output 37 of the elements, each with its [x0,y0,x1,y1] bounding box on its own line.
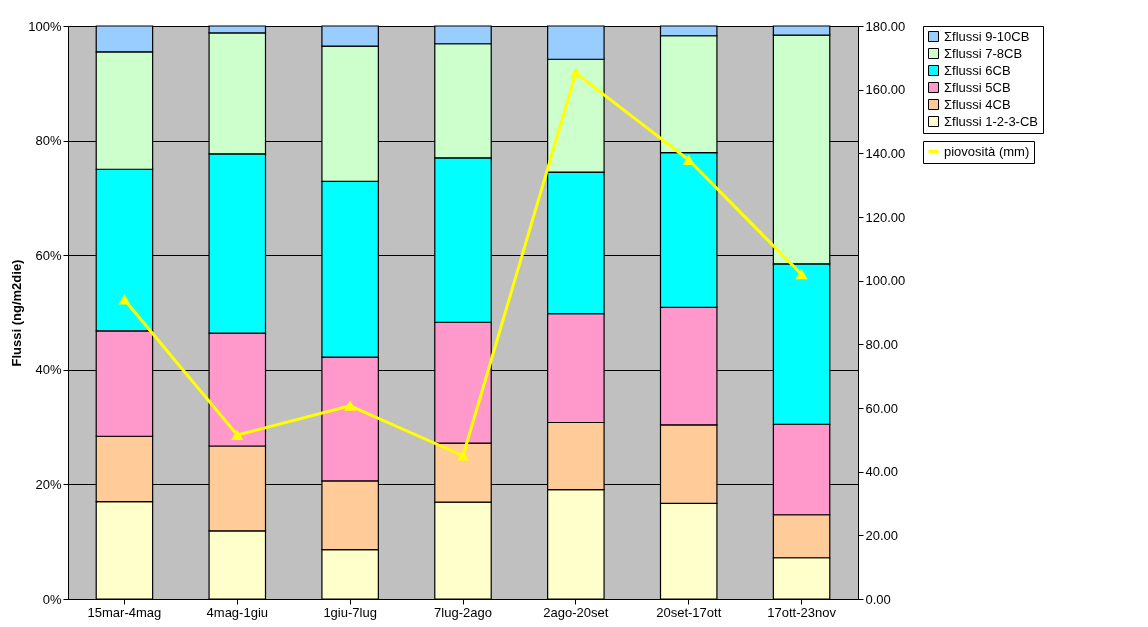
x-tick-label: 4mag-1giu [206,604,268,620]
legend-label: Σflussi 4CB [944,96,1011,112]
y2-tick-label: 160.00 [865,82,906,98]
y-tick-label: 80% [35,133,62,149]
y2-tick-label: 60.00 [865,400,899,416]
legend-label: Σflussi 5CB [944,79,1011,95]
y-tick-label: 60% [35,247,62,263]
legend-label: Σflussi 7-8CB [944,45,1023,61]
y2-tick-label: 180.00 [865,18,906,34]
x-tick-label: 20set-17ott [656,604,722,620]
legend-label: Σflussi 6CB [944,62,1011,78]
point [796,269,808,280]
x-tick-label: 15mar-4mag [87,604,162,620]
point [344,400,356,411]
point [457,450,469,461]
y-axis-title: Flussi (ng/m2die) [9,259,25,367]
x-tick-label: 7lug-2ago [434,604,492,620]
legend-label: Σflussi 1-2-3-CB [944,113,1039,129]
y2-tick-label: 120.00 [865,209,906,225]
y2-tick-label: 140.00 [865,145,906,161]
y-tick-label: 100% [28,18,62,34]
y2-tick-label: 100.00 [865,273,906,289]
x-tick-label: 17ott-23nov [767,604,837,620]
point [118,294,130,305]
point [231,430,243,440]
y-tick-label: 40% [35,362,62,378]
point [683,155,695,165]
legend-label: piovosità (mm) [944,143,1030,159]
y2-tick-label: 80.00 [865,336,899,352]
y-tick-label: 0% [42,591,62,607]
y2-tick-label: 40.00 [865,464,899,480]
y2-tick-label: 20.00 [865,527,899,543]
y2-tick-label: 0.00 [865,591,891,607]
x-tick-label: 2ago-20set [543,604,609,620]
legend-label: Σflussi 9-10CB [944,28,1030,44]
x-tick-label: 1giu-7lug [323,604,377,620]
y-tick-label: 20% [35,476,62,492]
